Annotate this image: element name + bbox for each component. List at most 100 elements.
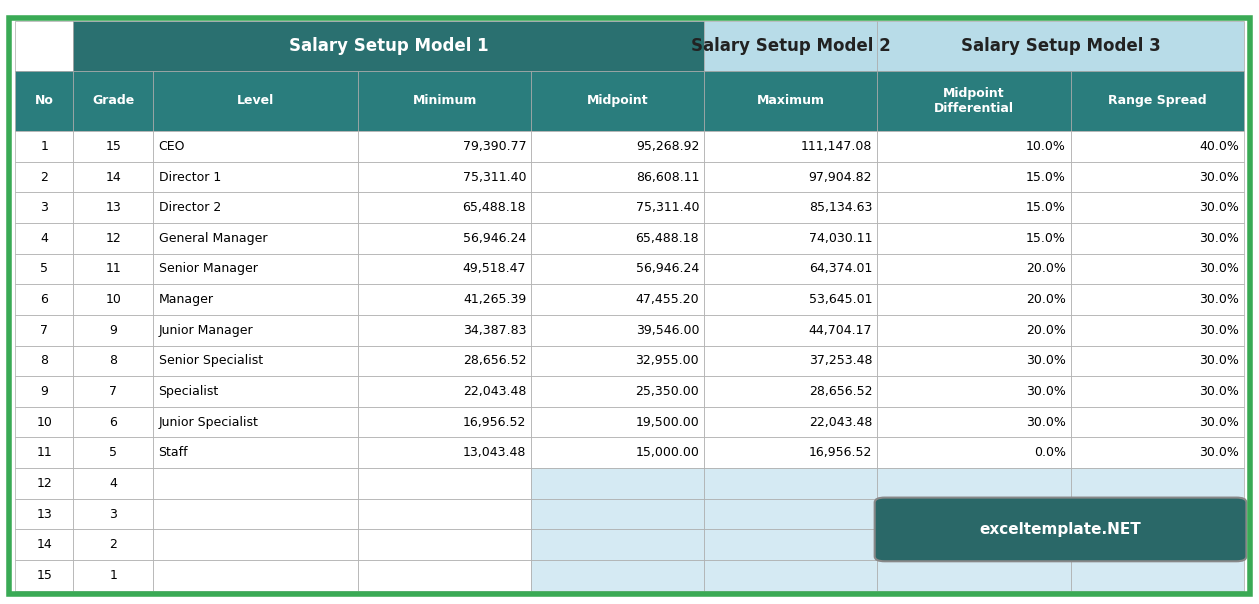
FancyBboxPatch shape: [359, 376, 531, 407]
FancyBboxPatch shape: [154, 131, 359, 162]
FancyBboxPatch shape: [1071, 131, 1244, 162]
FancyBboxPatch shape: [878, 192, 1071, 223]
FancyBboxPatch shape: [531, 71, 704, 131]
FancyBboxPatch shape: [15, 315, 73, 345]
FancyBboxPatch shape: [1071, 192, 1244, 223]
FancyBboxPatch shape: [15, 530, 73, 560]
Text: 65,488.18: 65,488.18: [636, 232, 699, 245]
FancyBboxPatch shape: [73, 437, 154, 468]
FancyBboxPatch shape: [878, 530, 1071, 560]
FancyBboxPatch shape: [359, 437, 531, 468]
FancyBboxPatch shape: [15, 437, 73, 468]
FancyBboxPatch shape: [73, 131, 154, 162]
FancyBboxPatch shape: [1071, 437, 1244, 468]
FancyBboxPatch shape: [1071, 284, 1244, 315]
FancyBboxPatch shape: [878, 315, 1071, 345]
FancyBboxPatch shape: [359, 223, 531, 254]
FancyBboxPatch shape: [875, 498, 1246, 561]
FancyBboxPatch shape: [154, 560, 359, 591]
Text: 13: 13: [37, 507, 52, 521]
Text: 30.0%: 30.0%: [1199, 324, 1239, 337]
FancyBboxPatch shape: [154, 530, 359, 560]
Text: Maximum: Maximum: [757, 94, 825, 108]
Text: 95,268.92: 95,268.92: [636, 140, 699, 153]
Text: Specialist: Specialist: [159, 385, 219, 398]
FancyBboxPatch shape: [359, 468, 531, 499]
FancyBboxPatch shape: [154, 345, 359, 376]
Text: 5: 5: [40, 263, 48, 275]
FancyBboxPatch shape: [73, 71, 154, 131]
FancyBboxPatch shape: [73, 192, 154, 223]
FancyBboxPatch shape: [1071, 499, 1244, 530]
Text: 64,374.01: 64,374.01: [808, 263, 872, 275]
Text: CEO: CEO: [159, 140, 185, 153]
FancyBboxPatch shape: [154, 192, 359, 223]
FancyBboxPatch shape: [704, 407, 878, 437]
FancyBboxPatch shape: [531, 468, 704, 499]
Text: 44,704.17: 44,704.17: [808, 324, 872, 337]
FancyBboxPatch shape: [704, 223, 878, 254]
FancyBboxPatch shape: [878, 437, 1071, 468]
FancyBboxPatch shape: [359, 284, 531, 315]
Text: 7: 7: [110, 385, 117, 398]
Text: Midpoint
Differential: Midpoint Differential: [934, 87, 1013, 115]
Text: 65,488.18: 65,488.18: [462, 201, 526, 214]
Text: 32,955.00: 32,955.00: [636, 355, 699, 367]
Text: 15: 15: [106, 140, 121, 153]
FancyBboxPatch shape: [1071, 71, 1244, 131]
FancyBboxPatch shape: [73, 162, 154, 192]
FancyBboxPatch shape: [531, 530, 704, 560]
Text: 11: 11: [106, 263, 121, 275]
Text: Junior Specialist: Junior Specialist: [159, 416, 258, 429]
Text: Range Spread: Range Spread: [1108, 94, 1206, 108]
FancyBboxPatch shape: [704, 131, 878, 162]
Text: General Manager: General Manager: [159, 232, 267, 245]
Text: 15.0%: 15.0%: [1026, 232, 1066, 245]
Text: Manager: Manager: [159, 293, 214, 306]
FancyBboxPatch shape: [15, 376, 73, 407]
Text: 86,608.11: 86,608.11: [636, 170, 699, 184]
FancyBboxPatch shape: [154, 254, 359, 284]
FancyBboxPatch shape: [704, 499, 878, 530]
FancyBboxPatch shape: [15, 71, 73, 131]
Text: 75,311.40: 75,311.40: [463, 170, 526, 184]
Text: 30.0%: 30.0%: [1199, 385, 1239, 398]
Text: 30.0%: 30.0%: [1026, 385, 1066, 398]
FancyBboxPatch shape: [15, 254, 73, 284]
FancyBboxPatch shape: [878, 254, 1071, 284]
FancyBboxPatch shape: [704, 345, 878, 376]
Text: 6: 6: [110, 416, 117, 429]
FancyBboxPatch shape: [73, 560, 154, 591]
FancyBboxPatch shape: [73, 407, 154, 437]
FancyBboxPatch shape: [704, 192, 878, 223]
Text: Director 1: Director 1: [159, 170, 220, 184]
FancyBboxPatch shape: [531, 376, 704, 407]
FancyBboxPatch shape: [531, 223, 704, 254]
FancyBboxPatch shape: [154, 468, 359, 499]
FancyBboxPatch shape: [531, 192, 704, 223]
FancyBboxPatch shape: [154, 437, 359, 468]
Text: 30.0%: 30.0%: [1199, 416, 1239, 429]
FancyBboxPatch shape: [531, 560, 704, 591]
FancyBboxPatch shape: [531, 407, 704, 437]
FancyBboxPatch shape: [878, 223, 1071, 254]
FancyBboxPatch shape: [359, 192, 531, 223]
FancyBboxPatch shape: [15, 162, 73, 192]
FancyBboxPatch shape: [878, 71, 1071, 131]
FancyBboxPatch shape: [359, 315, 531, 345]
FancyBboxPatch shape: [73, 530, 154, 560]
Text: 19,500.00: 19,500.00: [636, 416, 699, 429]
FancyBboxPatch shape: [1071, 223, 1244, 254]
FancyBboxPatch shape: [15, 284, 73, 315]
Text: 9: 9: [40, 385, 48, 398]
Text: 37,253.48: 37,253.48: [808, 355, 872, 367]
FancyBboxPatch shape: [359, 407, 531, 437]
Text: 16,956.52: 16,956.52: [808, 446, 872, 459]
Text: 15.0%: 15.0%: [1026, 170, 1066, 184]
FancyBboxPatch shape: [73, 468, 154, 499]
FancyBboxPatch shape: [1071, 376, 1244, 407]
FancyBboxPatch shape: [73, 284, 154, 315]
FancyBboxPatch shape: [73, 223, 154, 254]
Text: 49,518.47: 49,518.47: [463, 263, 526, 275]
FancyBboxPatch shape: [154, 284, 359, 315]
